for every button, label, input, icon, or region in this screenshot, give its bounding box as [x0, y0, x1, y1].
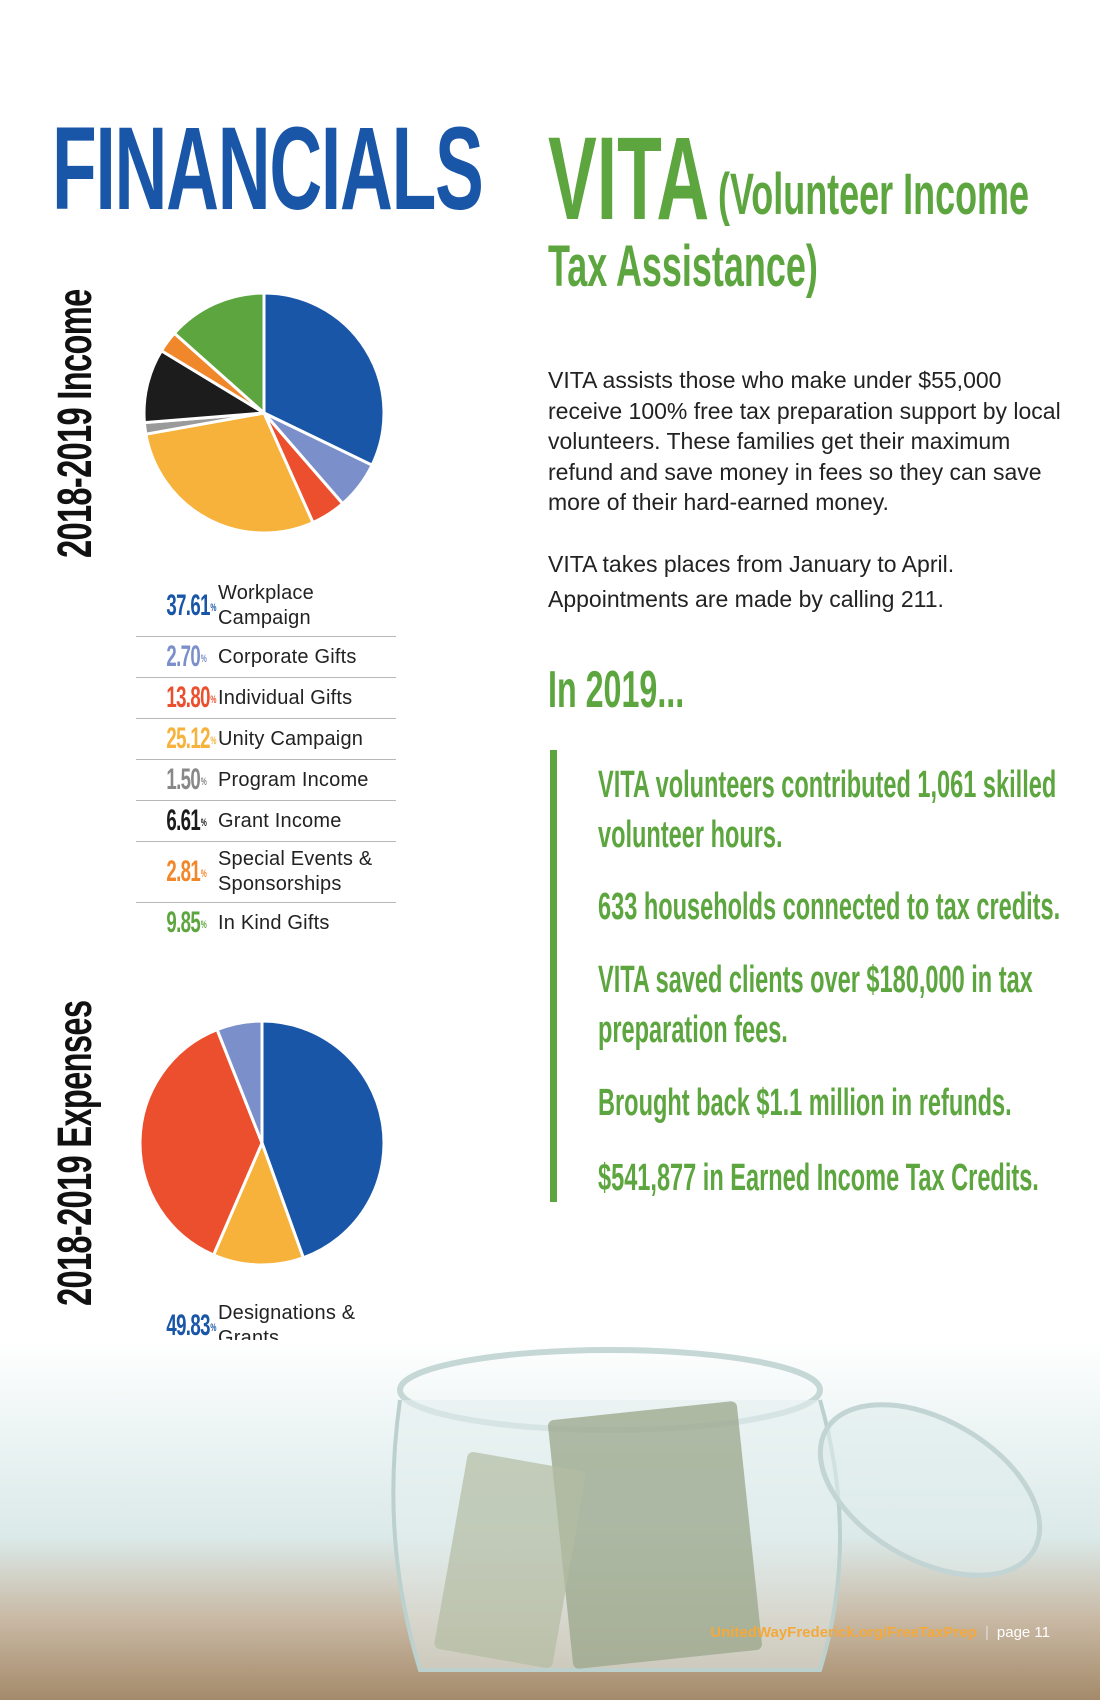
- income-legend: 37.61% Workplace Campaign 2.70% Corporate G…: [136, 576, 396, 943]
- legend-row: 2.70% Corporate Gifts: [136, 637, 396, 678]
- legend-row: 37.61% Workplace Campaign: [136, 576, 396, 637]
- stat-line: $541,877 in Earned Income Tax Credits.: [598, 1157, 1039, 1199]
- dollar-bill: [548, 1401, 762, 1669]
- legend-value: 25.12%: [136, 719, 218, 759]
- stat-volunteer-hours: VITA volunteers contributed 1,061 skille…: [598, 760, 1056, 860]
- jar-lid: [817, 1402, 1043, 1578]
- pie-slice-in-kind-gifts: [172, 293, 266, 417]
- legend-percent: 49.83%: [166, 1309, 216, 1342]
- percent-sign: %: [200, 776, 207, 788]
- stat-refunds: Brought back $1.1 million in refunds.: [598, 1078, 1012, 1128]
- legend-value: 2.81%: [136, 842, 218, 902]
- legend-percent: 37.61%: [166, 589, 216, 622]
- legend-label: Program Income: [218, 768, 369, 791]
- pie-slice-administration: [215, 1021, 264, 1144]
- legend-percent: 2.70%: [166, 640, 207, 673]
- legend-label: Special Events & Sponsorships: [218, 848, 373, 895]
- jar-illustration: [391, 1347, 1043, 1672]
- vita-subtitle-line2: Tax Assistance): [548, 234, 818, 299]
- footer-separator: |: [984, 1624, 989, 1641]
- legend-row: 6.61% Grant Income: [136, 801, 396, 842]
- legend-label: In Kind Gifts: [218, 911, 330, 934]
- stat-line: VITA saved clients over $180,000 in tax: [598, 959, 1033, 1001]
- stat-line: preparation fees.: [598, 1009, 788, 1051]
- legend-row: 2.81% Special Events & Sponsorships: [136, 842, 396, 903]
- stat-line: volunteer hours.: [598, 814, 783, 856]
- pie-slice-programs: [140, 1027, 264, 1257]
- legend-row: 9.85% In Kind Gifts: [136, 903, 396, 943]
- pie-slice-fundraising: [211, 1138, 306, 1265]
- legend-row: 49.83% Designations & Grants: [136, 1296, 396, 1357]
- in-2019-heading: In 2019...: [548, 661, 685, 719]
- income-section-title: 2018-2019 Income: [49, 289, 102, 558]
- legend-percent: 25.12%: [166, 722, 216, 755]
- stat-households: 633 households connected to tax credits.: [598, 882, 1060, 932]
- footer: UnitedWayFrederick.org/FreeTaxPrep | page …: [710, 1624, 1050, 1641]
- expense-pie-chart: [140, 1021, 384, 1265]
- footer-url[interactable]: UnitedWayFrederick.org/FreeTaxPrep: [710, 1624, 977, 1641]
- pie-slice-unity-campaign: [144, 411, 315, 533]
- vita-title: VITA: [548, 113, 710, 245]
- legend-label: Corporate Gifts: [218, 645, 357, 668]
- vita-schedule: VITA takes places from January to April.…: [548, 551, 955, 612]
- legend-label: Unity Campaign: [218, 727, 364, 750]
- money-jar-photo: [0, 1340, 1100, 1700]
- vita-subtitle-line1: (Volunteer Income: [718, 162, 1030, 227]
- percent-sign: %: [200, 919, 207, 931]
- legend-label: Workplace Campaign: [218, 582, 314, 629]
- legend-row: 13.80% Individual Gifts: [136, 678, 396, 719]
- stat-line: 633 households connected to tax credits.: [598, 886, 1061, 928]
- legend-row: 25.12% Unity Campaign: [136, 719, 396, 760]
- legend-percent: 6.61%: [166, 804, 207, 837]
- page-number: page 11: [996, 1624, 1050, 1641]
- legend-percent: 9.85%: [166, 906, 207, 939]
- pie-slice-workplace-campaign: [262, 293, 384, 468]
- vita-description: VITA assists those who make under $55,00…: [548, 367, 1061, 515]
- legend-percent: 13.80%: [166, 681, 216, 714]
- legend-row: 1.50% Program Income: [136, 760, 396, 801]
- legend-label: Grant Income: [218, 809, 342, 832]
- legend-percent: 2.81%: [166, 855, 207, 888]
- legend-percent: 1.50%: [166, 763, 207, 796]
- stat-eitc: $541,877 in Earned Income Tax Credits.: [598, 1153, 1039, 1203]
- page-title: FINANCIALS: [52, 103, 484, 235]
- percent-sign: %: [200, 868, 207, 880]
- legend-value: 49.83%: [136, 1296, 218, 1356]
- legend-value: 2.70%: [136, 637, 218, 677]
- percent-sign: %: [210, 1322, 216, 1334]
- percent-sign: %: [210, 694, 216, 706]
- legend-label: Individual Gifts: [218, 686, 353, 709]
- stat-line: Brought back $1.1 million in refunds.: [598, 1082, 1012, 1124]
- legend-value: 1.50%: [136, 760, 218, 800]
- stat-line: VITA volunteers contributed 1,061 skille…: [598, 764, 1057, 806]
- percent-sign: %: [200, 817, 207, 829]
- pie-slice-designations-grants: [260, 1021, 384, 1260]
- legend-value: 13.80%: [136, 678, 218, 718]
- legend-value: 9.85%: [136, 903, 218, 943]
- percent-sign: %: [210, 602, 216, 614]
- legend-value: 37.61%: [136, 576, 218, 636]
- percent-sign: %: [200, 653, 207, 665]
- percent-sign: %: [210, 735, 216, 747]
- accent-bar: [550, 750, 557, 1202]
- legend-value: 6.61%: [136, 801, 218, 841]
- dollar-bill: [434, 1452, 586, 1668]
- expense-section-title: 2018-2019 Expenses: [49, 1000, 102, 1306]
- stat-fees-saved: VITA saved clients over $180,000 in tax …: [598, 955, 1033, 1055]
- income-pie-chart: [144, 293, 384, 533]
